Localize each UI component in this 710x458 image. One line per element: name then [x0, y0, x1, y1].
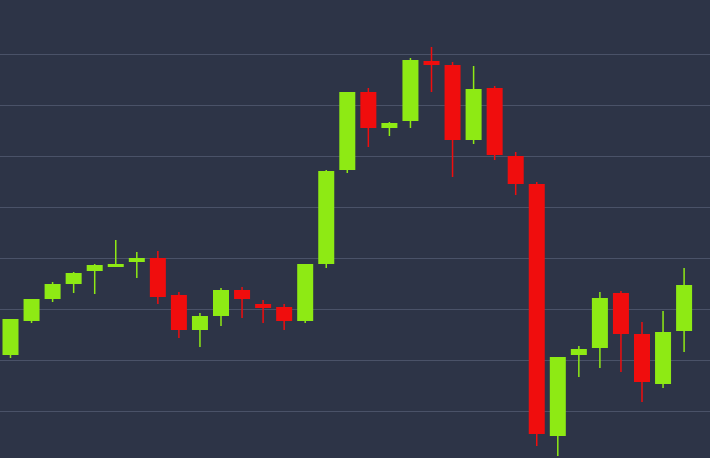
candle-body: [213, 290, 229, 316]
candle-body: [149, 258, 166, 297]
candle-body: [318, 171, 335, 264]
candle-12: [234, 287, 251, 318]
candle-body: [276, 307, 293, 321]
candle-8: [149, 251, 166, 304]
candle-28: [570, 346, 587, 377]
candle-20: [402, 58, 419, 128]
candle-23: [465, 66, 482, 144]
candle-16: [318, 170, 335, 268]
candle-5: [86, 264, 103, 294]
candle-32: [655, 311, 672, 388]
candle-26: [528, 182, 545, 446]
candle-3: [44, 282, 61, 302]
candle-body: [170, 295, 187, 330]
candle-body: [381, 123, 398, 128]
candle-body: [570, 349, 587, 355]
candle-body: [676, 285, 693, 331]
candle-body: [591, 298, 608, 348]
candle-30: [612, 291, 629, 372]
candle-7: [128, 252, 145, 278]
candle-body: [655, 332, 672, 384]
candle-body: [465, 89, 482, 140]
candle-31: [634, 322, 650, 402]
candle-19: [381, 122, 398, 136]
candle-body: [86, 265, 103, 271]
candles: [2, 47, 693, 456]
candle-body: [65, 273, 82, 284]
candle-27: [549, 357, 566, 456]
candle-body: [444, 65, 461, 140]
candle-body: [107, 264, 124, 267]
candle-24: [486, 86, 503, 160]
candle-body: [528, 184, 545, 434]
candle-18: [360, 88, 377, 147]
candle-body: [234, 290, 251, 299]
candle-15: [297, 264, 314, 323]
candle-2: [23, 299, 40, 323]
candle-6: [107, 240, 124, 267]
candle-9: [170, 292, 187, 338]
candle-body: [486, 88, 503, 155]
candle-body: [402, 60, 419, 121]
candle-body: [507, 156, 524, 184]
candle-body: [255, 304, 272, 308]
candle-body: [44, 284, 61, 299]
candle-body: [612, 293, 629, 334]
candle-body: [549, 357, 566, 436]
candle-10: [191, 313, 208, 347]
candle-13: [255, 300, 272, 323]
candle-25: [507, 152, 524, 195]
candle-22: [444, 62, 461, 177]
candle-17: [339, 92, 356, 173]
candle-body: [297, 264, 314, 321]
candle-body: [23, 299, 40, 321]
candle-body: [339, 92, 356, 170]
candle-body: [191, 316, 208, 330]
candle-4: [65, 272, 82, 293]
candle-body: [128, 258, 145, 262]
candle-33: [676, 268, 693, 352]
candle-21: [423, 47, 440, 92]
candle-body: [360, 92, 377, 128]
candle-29: [591, 292, 608, 368]
candle-body: [423, 61, 440, 65]
candle-1: [2, 319, 19, 358]
candle-11: [213, 288, 229, 326]
candle-body: [634, 334, 650, 382]
candle-14: [276, 304, 293, 330]
candle-body: [2, 319, 19, 355]
